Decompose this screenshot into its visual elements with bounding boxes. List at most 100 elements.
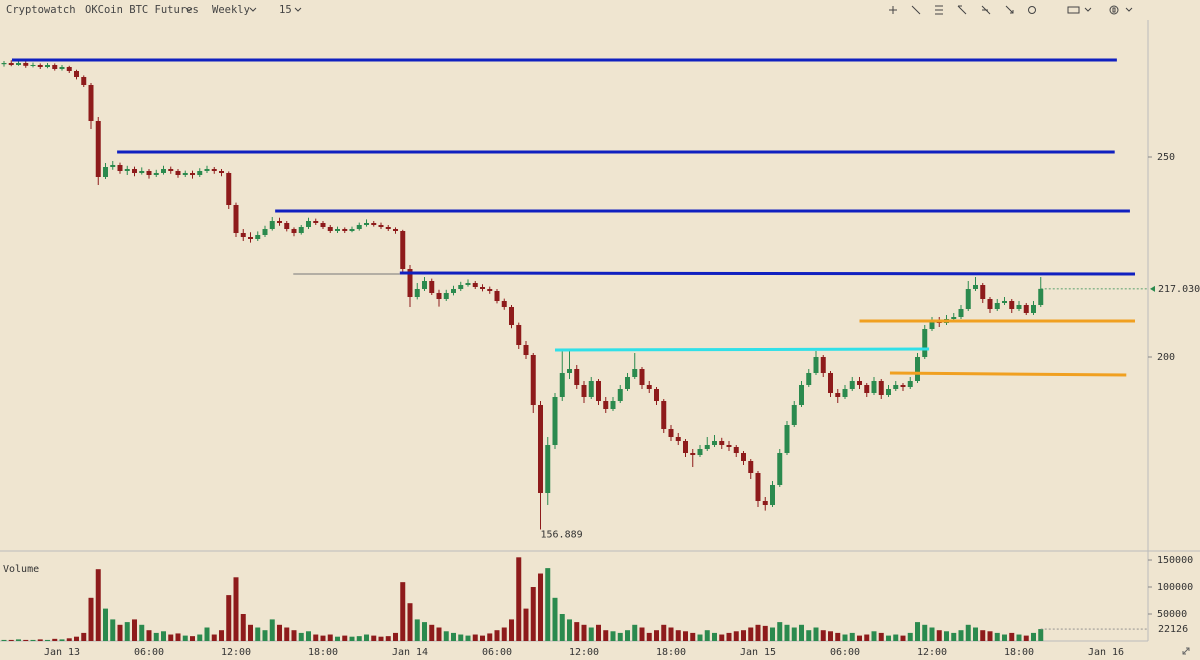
candle-body: [588, 381, 594, 397]
candle-body: [182, 173, 188, 175]
last-price-arrow: [1150, 285, 1155, 292]
volume-bar: [610, 631, 616, 641]
candle-body: [487, 289, 493, 291]
volume-bar: [327, 634, 333, 641]
candle-body: [849, 381, 855, 389]
x-tick-label: 06:00: [134, 647, 164, 658]
volume-bar: [878, 632, 884, 641]
market-select[interactable]: OKCoin BTC Futures: [85, 4, 199, 16]
interval-select[interactable]: 15: [279, 4, 292, 16]
volume-bar: [704, 630, 710, 641]
candle-body: [929, 321, 935, 329]
candle-body: [37, 65, 43, 67]
candle-body: [697, 449, 703, 455]
toolbar: Cryptowatch OKCoin BTC Futures Weekly 15: [6, 4, 1133, 16]
candle-body: [313, 221, 319, 223]
volume-bar: [661, 624, 667, 641]
volume-bar: [733, 631, 739, 641]
volume-bar: [226, 595, 232, 641]
candle-body: [161, 169, 166, 173]
candle-body: [8, 63, 14, 65]
x-tick-label: 18:00: [308, 647, 338, 658]
candle-body: [16, 63, 21, 65]
volume-bar: [683, 631, 688, 641]
low-label: 156.889: [541, 529, 583, 540]
x-tick-label: 12:00: [917, 647, 947, 658]
last-price-label: 217.030: [1158, 284, 1200, 295]
volume-bar: [726, 632, 732, 641]
candle-body: [30, 65, 36, 66]
candle-body: [139, 171, 145, 173]
candle-body: [762, 501, 768, 505]
candle-body: [110, 165, 116, 167]
candle-body: [835, 393, 841, 397]
volume-bar: [182, 635, 188, 641]
volume-tick-label: 150000: [1157, 555, 1193, 566]
volume-bar: [1031, 632, 1036, 641]
candle-body: [878, 381, 884, 395]
volume-bar: [864, 634, 870, 641]
candle-body: [675, 437, 681, 441]
volume-bar: [784, 624, 790, 641]
candle-body: [871, 381, 877, 393]
resize-icon[interactable]: [1182, 647, 1190, 655]
candle-body: [233, 205, 239, 233]
volume-bar: [494, 630, 500, 641]
volume-bar: [748, 627, 754, 641]
candle-body: [922, 329, 928, 357]
volume-bar: [132, 619, 137, 641]
candle-body: [197, 171, 203, 175]
candle-body: [306, 221, 311, 227]
volume-bar: [487, 633, 493, 641]
candle-body: [741, 453, 746, 461]
tool-icons[interactable]: [889, 5, 1133, 15]
chevron: [294, 7, 302, 12]
volume-bar: [762, 625, 768, 641]
volume-bar: [320, 635, 326, 641]
volume-bar: [603, 630, 609, 641]
x-tick-label: 12:00: [569, 647, 599, 658]
volume-bar: [617, 632, 623, 641]
candle-body: [124, 169, 130, 171]
candle-body: [81, 77, 87, 85]
candle-body: [219, 171, 224, 173]
volume-bar: [197, 634, 203, 641]
candle-body: [59, 67, 65, 69]
x-tick-label: Jan 15: [740, 647, 776, 658]
candle-body: [23, 63, 29, 66]
volume-bar: [538, 573, 543, 641]
y-tick-label: 250: [1157, 152, 1175, 163]
candle-body: [530, 355, 536, 405]
brand[interactable]: Cryptowatch: [6, 4, 76, 16]
volume-bar: [980, 630, 986, 641]
x-tick-label: 18:00: [656, 647, 686, 658]
candle-body: [88, 85, 94, 121]
volume-bar: [1023, 635, 1029, 641]
candle-body: [574, 369, 580, 385]
candle-body: [581, 385, 587, 397]
candle-body: [617, 389, 623, 401]
candle-body: [704, 445, 710, 449]
candle-body: [791, 405, 797, 425]
volume-bar: [958, 630, 964, 641]
candle-body: [980, 285, 986, 299]
range-select[interactable]: Weekly: [212, 4, 250, 16]
candle-body: [284, 223, 290, 229]
volume-bar: [886, 635, 891, 641]
volume-bar: [574, 622, 580, 641]
volume-bar: [349, 636, 355, 641]
candle-body: [994, 303, 1000, 309]
volume-bar: [509, 619, 514, 641]
volume-bar: [813, 627, 819, 641]
volume-bar: [632, 624, 638, 641]
volume-bar: [951, 632, 957, 641]
volume-bar: [284, 627, 290, 641]
candle-body: [755, 473, 761, 501]
volume-bar: [480, 635, 485, 641]
volume-bar: [545, 568, 551, 641]
volume-bar: [973, 627, 978, 641]
volume-bar: [929, 627, 935, 641]
volume-bar: [965, 624, 971, 641]
